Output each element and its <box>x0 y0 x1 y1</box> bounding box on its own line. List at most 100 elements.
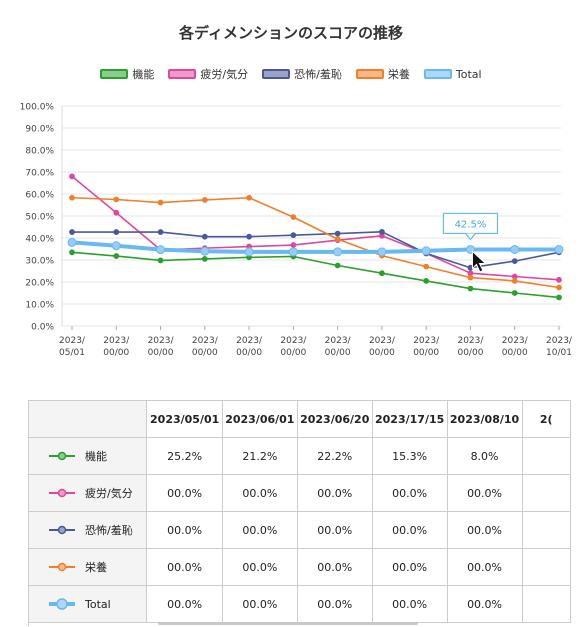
data-point <box>511 258 518 265</box>
table-row: 栄養 00.0% 00.0% 00.0% 00.0% 00.0% <box>29 548 571 586</box>
data-point <box>69 249 75 256</box>
table-cell: 00.0% <box>146 585 223 623</box>
column-header: 2023/06/01 <box>222 401 298 438</box>
line-chart: 0.0% 10.0% 20.0% 30.0% 40.0% 50.0% 60.0% 70.0% 8… <box>20 103 573 359</box>
legend-item[interactable]: 恐怖/羞恥 <box>262 66 342 82</box>
data-point <box>201 256 208 262</box>
legend-label: 機能 <box>132 68 155 81</box>
y-tick-label: 20.0% <box>25 279 54 289</box>
column-header: 2( <box>522 401 571 438</box>
x-tick-label: 2023/00/00 <box>280 336 307 358</box>
data-point <box>69 194 75 201</box>
table-cell <box>522 548 571 586</box>
series-line <box>71 175 560 281</box>
legend-swatch <box>423 69 452 79</box>
data-point <box>554 244 564 254</box>
table-cell: 00.0% <box>447 548 523 586</box>
table-row: 疲労/気分 00.0% 00.0% 00.0% 00.0% 00.0% <box>29 474 571 512</box>
y-tick-label: 0.0% <box>31 323 54 333</box>
table-cell: 25.2% <box>146 437 223 475</box>
data-point <box>113 209 120 216</box>
data-point <box>113 229 120 235</box>
y-tick-label: 80.0% <box>25 147 54 157</box>
data-point <box>246 194 252 201</box>
y-tick-label: 60.0% <box>25 191 54 201</box>
data-point <box>246 233 252 240</box>
y-tick-label: 40.0% <box>25 235 54 245</box>
table-cell <box>522 511 571 549</box>
x-tick-label: 2023/00/00 <box>103 336 130 358</box>
row-label: 栄養 <box>85 561 107 574</box>
legend-swatch <box>355 69 384 79</box>
data-point <box>556 294 562 301</box>
data-point <box>556 276 562 283</box>
data-point <box>511 290 518 296</box>
legend-item[interactable]: Total <box>423 66 482 82</box>
row-label: 機能 <box>85 450 107 463</box>
data-point <box>421 246 431 256</box>
table-corner <box>29 401 148 438</box>
tooltip-pointer <box>464 233 476 241</box>
data-point <box>510 244 520 254</box>
data-point <box>379 228 385 235</box>
y-tick-label: 90.0% <box>25 125 54 135</box>
data-point <box>201 197 208 203</box>
data-point <box>467 285 474 292</box>
table-cell: 00.0% <box>372 511 448 549</box>
table-cell: 00.0% <box>372 585 448 623</box>
legend-label: 恐怖/羞恥 <box>294 68 342 81</box>
data-point <box>69 173 75 180</box>
column-header: 2023/17/15 <box>372 401 448 438</box>
data-point <box>334 230 341 237</box>
table-cell: 22.2% <box>297 437 373 475</box>
legend-swatch <box>168 69 197 79</box>
chart-legend: 機能 疲労/気分 恐怖/羞恥 栄養 Total <box>0 66 582 82</box>
table-cell <box>522 585 571 623</box>
data-point <box>290 242 297 248</box>
table-cell: 00.0% <box>222 548 298 586</box>
table-cell: 00.0% <box>297 548 373 586</box>
legend-item[interactable]: 栄養 <box>355 66 410 82</box>
legend-item[interactable]: 機能 <box>100 66 154 82</box>
row-header: Total <box>29 585 148 623</box>
legend-item[interactable]: 疲労/気分 <box>168 66 248 82</box>
data-point <box>113 196 120 203</box>
table-cell: 00.0% <box>222 511 298 549</box>
x-tick-label: 2023/00/00 <box>148 336 175 358</box>
legend-swatch <box>262 69 291 79</box>
table-cell: 00.0% <box>372 474 448 512</box>
data-point <box>377 247 387 257</box>
row-label: 疲労/気分 <box>85 487 133 500</box>
data-point <box>556 284 562 291</box>
series-marker-icon <box>49 488 75 498</box>
series-marker-icon <box>49 451 75 461</box>
table-cell: 00.0% <box>447 474 523 512</box>
table-cell: 8.0% <box>447 437 523 475</box>
row-header: 疲労/気分 <box>29 474 148 512</box>
data-point <box>67 237 77 247</box>
series-line <box>70 240 561 254</box>
tooltip-value: 42.5% <box>455 219 487 230</box>
column-header: 2023/05/01 <box>146 401 223 438</box>
series-marker-icon <box>49 562 75 572</box>
table-scrollbar[interactable] <box>158 622 418 625</box>
table-cell <box>522 437 571 475</box>
table-cell: 00.0% <box>146 511 223 549</box>
table-cell: 00.0% <box>146 548 223 586</box>
series-marker-icon <box>49 598 75 610</box>
y-tick-label: 100.0% <box>20 103 55 113</box>
table-cell: 15.3% <box>372 437 448 475</box>
table-cell: 00.0% <box>297 474 373 512</box>
data-point <box>333 247 343 257</box>
data-table: 2023/05/01 2023/06/01 2023/06/20 2023/17/15… <box>28 400 571 626</box>
table-cell: 00.0% <box>447 585 523 623</box>
legend-swatch <box>100 69 129 79</box>
column-header: 2023/08/10 <box>447 401 523 438</box>
x-tick-label: 2023/00/00 <box>369 336 396 358</box>
series-line <box>71 196 560 289</box>
column-header: 2023/06/20 <box>297 401 373 438</box>
row-header: 機能 <box>29 437 148 475</box>
table-cell: 00.0% <box>222 585 298 623</box>
chart-title: 各ディメンションのスコアの推移 <box>179 24 403 42</box>
x-tick-label: 2023/10/01 <box>546 336 573 358</box>
